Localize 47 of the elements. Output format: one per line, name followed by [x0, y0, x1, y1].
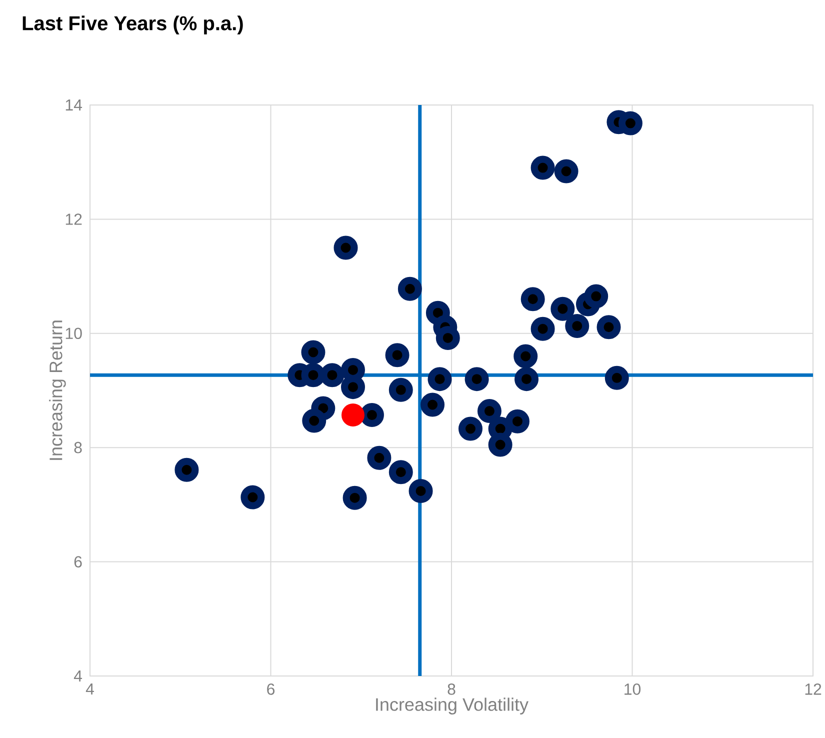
point [388, 460, 413, 484]
point [554, 159, 578, 184]
point [530, 156, 555, 180]
point [174, 458, 199, 482]
y-tick-label: 12 [66, 214, 82, 225]
point [505, 409, 530, 434]
point [334, 236, 358, 260]
x-tick-label: 8 [448, 684, 456, 695]
x-tick-label: 10 [624, 684, 641, 695]
point [301, 340, 326, 364]
x-tick-label: 6 [267, 684, 275, 695]
point [514, 367, 539, 392]
point [520, 287, 545, 312]
point [341, 404, 364, 427]
point [604, 366, 629, 390]
point [398, 276, 422, 301]
point [550, 296, 575, 321]
point [385, 343, 410, 368]
y-tick-label: 8 [74, 442, 82, 454]
point [514, 344, 538, 368]
point [596, 315, 621, 340]
point [302, 408, 326, 433]
x-axis-title: Increasing Volatility [376, 698, 528, 714]
point [428, 367, 452, 392]
y-tick-label: 4 [74, 670, 82, 682]
point [464, 367, 489, 392]
point [584, 284, 608, 308]
point [458, 416, 482, 441]
point [408, 478, 433, 503]
x-tick-label: 12 [805, 684, 822, 695]
point [367, 446, 392, 470]
point [618, 111, 642, 136]
point [565, 314, 590, 338]
chart-title: Last Five Years (% p.a.) [22, 16, 243, 34]
point [488, 432, 512, 457]
y-tick-label: 10 [66, 328, 82, 340]
x-tick-label: 4 [86, 684, 94, 695]
y-tick-label: 6 [74, 556, 82, 568]
y-axis-title: Increasing Return [49, 320, 66, 460]
point [477, 399, 502, 424]
y-tick-label: 14 [66, 99, 82, 110]
point [388, 378, 413, 402]
point [530, 316, 555, 341]
point [342, 486, 367, 510]
point [436, 326, 460, 350]
point [240, 485, 265, 510]
point [420, 392, 445, 417]
